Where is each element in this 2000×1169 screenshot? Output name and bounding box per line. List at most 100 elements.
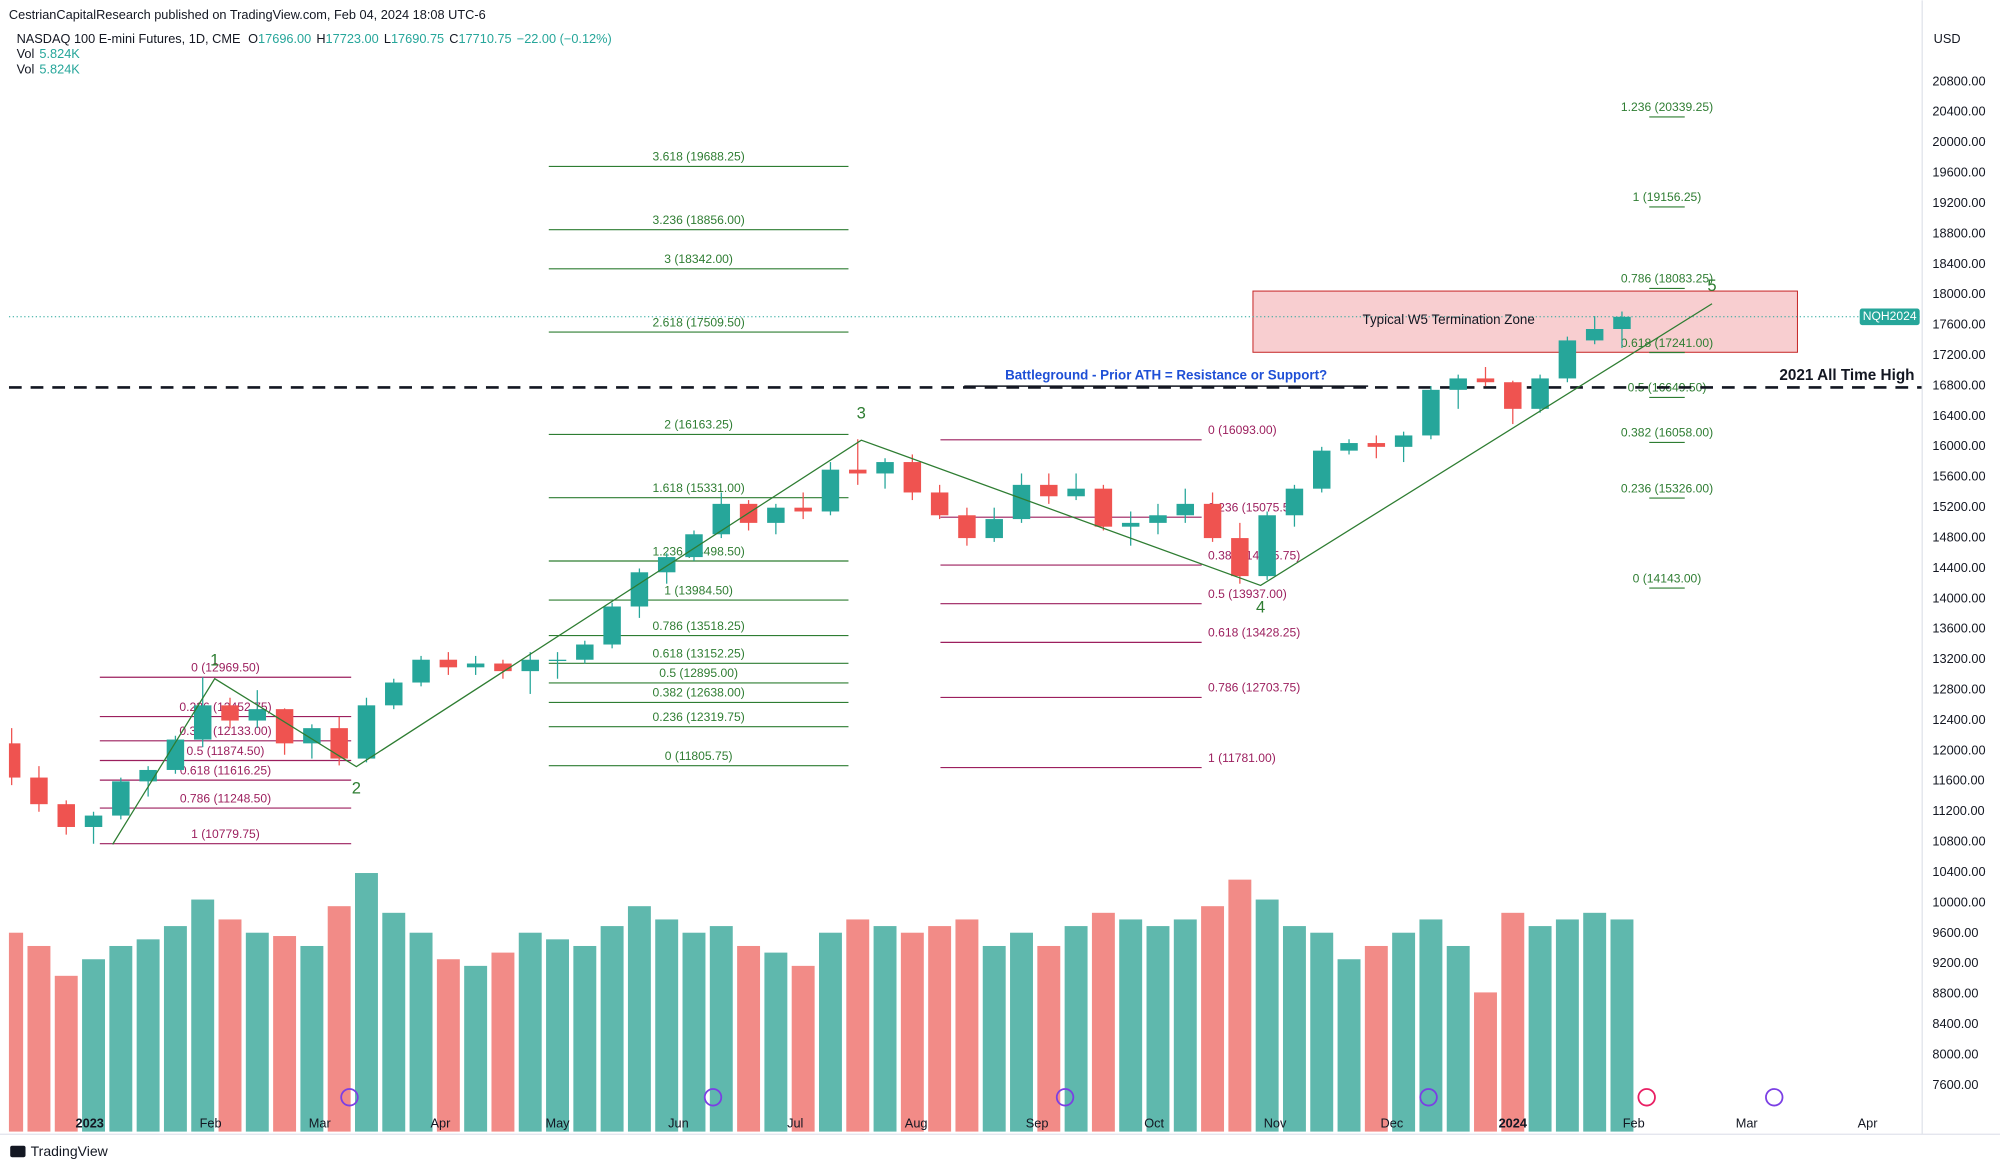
fib-label: 0.786 (18083.25) <box>1621 272 1713 286</box>
change: −22.00 (−0.12%) <box>517 31 612 46</box>
candle-body <box>958 515 976 539</box>
y-tick-label: 18400.00 <box>1932 256 1985 271</box>
fib-label: 0.236 (15075.50) <box>1208 500 1300 514</box>
x-tick-label: Mar <box>1736 1115 1759 1130</box>
y-tick-label: 10000.00 <box>1932 894 1985 909</box>
fib-label: 0.618 (17241.00) <box>1621 336 1713 350</box>
symbol-badge-label: NQH2024 <box>1863 309 1917 323</box>
y-tick-label: 7600.00 <box>1932 1077 1978 1092</box>
fib-label: 0 (16093.00) <box>1208 423 1277 437</box>
fib-label: 3.618 (19688.25) <box>653 150 745 164</box>
candle-body <box>1531 378 1549 409</box>
candle-body <box>1613 316 1631 330</box>
currency: USD <box>1934 31 1961 46</box>
x-tick-label: Dec <box>1381 1115 1404 1130</box>
y-tick-label: 12000.00 <box>1932 742 1985 757</box>
ohlc-value: 17723.00 <box>326 31 379 46</box>
volume-bar <box>1010 932 1033 1132</box>
y-tick-label: 16000.00 <box>1932 438 1985 453</box>
candle-body <box>1176 503 1195 516</box>
y-tick-label: 17600.00 <box>1932 317 1985 332</box>
volume-bar <box>600 926 624 1132</box>
y-tick-label: 10800.00 <box>1932 834 1985 849</box>
volume-bar <box>273 936 297 1132</box>
candle-body <box>685 534 703 558</box>
candle-body <box>1449 378 1467 390</box>
fib-label: 2.618 (17509.50) <box>653 315 745 329</box>
x-tick-label: Apr <box>1858 1115 1879 1130</box>
y-tick-label: 19600.00 <box>1932 165 1985 180</box>
volume-bar <box>82 959 106 1132</box>
candle-body <box>821 469 840 512</box>
volume-bar <box>1091 912 1115 1132</box>
volume-bar <box>1228 879 1252 1132</box>
volume-bar <box>791 965 815 1132</box>
footer: TradingView <box>10 1143 109 1159</box>
candle-body <box>30 777 48 805</box>
wave-label: 2 <box>352 778 361 797</box>
volume-bar <box>982 945 1006 1132</box>
fib-label: 0 (14143.00) <box>1633 571 1702 585</box>
fib-label: 0.382 (16058.00) <box>1621 426 1713 440</box>
volume-legend: Vol 5.824K <box>17 47 81 62</box>
ohlc-key: O <box>248 31 258 46</box>
candle-body <box>576 644 594 660</box>
volume-bar <box>109 945 133 1132</box>
fib-label: 0.5 (13937.00) <box>1208 587 1287 601</box>
y-tick-label: 15200.00 <box>1932 499 1985 514</box>
volume-bar <box>218 919 242 1132</box>
published: CestrianCapitalResearch published on Tra… <box>9 7 486 22</box>
volume-bar <box>8 932 24 1132</box>
volume-bar <box>1282 926 1306 1132</box>
volume-bar <box>1337 959 1361 1132</box>
volume-bar <box>1392 932 1416 1132</box>
fib-label: 0.618 (11616.25) <box>180 763 271 777</box>
volume-bar <box>1528 926 1552 1132</box>
price-axis-bg <box>1922 0 2000 1135</box>
candle-body <box>193 705 212 740</box>
fib-label: 0.786 (13518.25) <box>653 619 745 633</box>
volume-bar <box>1173 919 1197 1132</box>
volume-bar <box>682 932 706 1132</box>
candle-body <box>1094 488 1113 527</box>
ohlc-key: L <box>384 31 391 46</box>
fib-label: 1 (10779.75) <box>191 827 260 841</box>
volume-bar <box>409 932 433 1132</box>
x-tick-label: Oct <box>1144 1115 1164 1130</box>
x-tick-label: 2024 <box>1499 1115 1528 1130</box>
y-tick-label: 18800.00 <box>1932 225 1985 240</box>
volume-bar <box>1146 926 1170 1132</box>
candle-body <box>385 682 403 706</box>
volume-legend: Vol 5.824K <box>17 62 81 77</box>
fib-label: 0.236 (12319.75) <box>653 710 745 724</box>
candle-body <box>630 572 649 607</box>
volume-bar <box>1037 945 1061 1132</box>
candle-body <box>794 507 812 512</box>
candle-body <box>1394 435 1413 447</box>
volume-bar <box>955 919 979 1132</box>
y-tick-label: 13600.00 <box>1932 621 1985 636</box>
y-tick-label: 10400.00 <box>1932 864 1985 879</box>
volume-bar <box>573 945 597 1132</box>
candle-body <box>1231 538 1249 577</box>
candle-body <box>412 659 430 683</box>
ohlc-key: C <box>449 31 458 46</box>
y-tick-label: 20000.00 <box>1932 134 1985 149</box>
candle-body <box>494 663 512 672</box>
volume-bar <box>1364 945 1388 1132</box>
fib-label: 1.618 (15331.00) <box>653 481 745 495</box>
axes: 7600.00 8000.00 8400.00 8800.00 9200.00 9600.… <box>76 73 1986 1130</box>
y-tick-label: 20400.00 <box>1932 104 1985 119</box>
candle-body <box>876 462 894 474</box>
volume-bar <box>546 939 569 1132</box>
volume-bar <box>709 926 733 1132</box>
volume-bar <box>27 945 51 1132</box>
volume-bar <box>436 959 460 1132</box>
volume-bar <box>54 975 78 1132</box>
wave-path <box>112 303 1713 845</box>
x-tick-label: Aug <box>905 1115 928 1130</box>
candle-body <box>985 519 1003 539</box>
volume-bar <box>1501 912 1525 1132</box>
y-tick-label: 19200.00 <box>1932 195 1985 210</box>
